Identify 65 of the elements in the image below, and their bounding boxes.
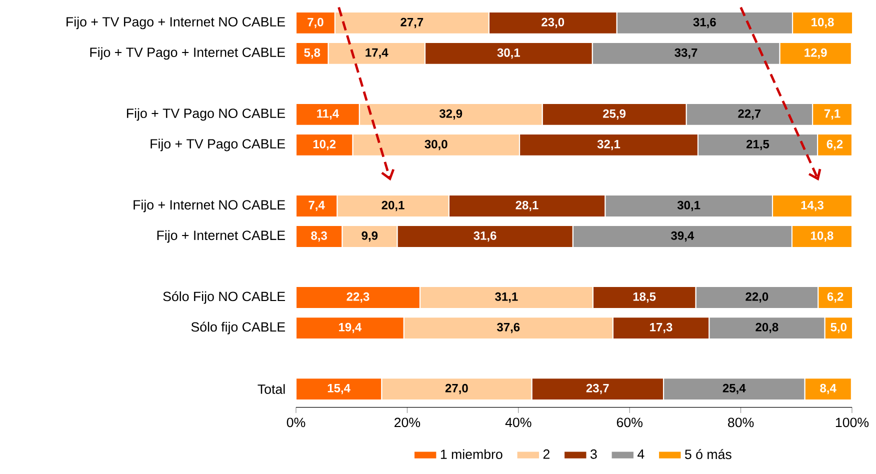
data-label: 7,4 (308, 200, 325, 212)
x-tick-label: 80% (728, 418, 754, 428)
data-label: 27,7 (400, 18, 424, 28)
data-label: 23,7 (586, 384, 609, 394)
legend-label: 5 ó más (685, 449, 732, 460)
data-label: 22,0 (746, 292, 768, 303)
y-tick-label: Fijo + Internet CABLE (157, 230, 286, 243)
data-label: 31,6 (693, 18, 716, 28)
data-label: 31,6 (474, 231, 496, 242)
data-label: 12,9 (804, 48, 827, 59)
data-label: 7,1 (824, 109, 840, 120)
data-label: 10,8 (812, 18, 834, 28)
data-label: 10,8 (811, 231, 834, 242)
legend-label: 1 miembro (440, 449, 502, 460)
legend-label: 4 (638, 449, 644, 459)
data-label: 6,2 (827, 292, 844, 303)
legend-label: 3 (590, 449, 597, 459)
data-label: 17,3 (650, 322, 672, 334)
data-label: 39,4 (671, 231, 694, 242)
y-tick-label: Fijo + TV Pago + Internet CABLE (90, 47, 285, 60)
x-tick-label: 40% (505, 418, 532, 428)
data-label: 25,9 (603, 109, 626, 120)
data-label: 6,2 (826, 140, 843, 150)
data-label: 19,4 (339, 322, 362, 334)
data-label: 10,2 (313, 140, 336, 150)
data-label: 30,1 (677, 200, 700, 212)
data-label: 31,1 (495, 292, 518, 303)
data-label: 28,1 (516, 200, 538, 212)
data-label: 8,4 (820, 384, 836, 394)
data-label: 20,8 (756, 322, 778, 334)
data-label: 15,4 (328, 384, 350, 394)
data-label: 33,7 (674, 48, 698, 59)
y-tick-label: Total (258, 384, 285, 394)
data-label: 8,3 (311, 231, 327, 242)
data-label: 5,8 (304, 48, 320, 59)
data-label: 25,4 (722, 384, 746, 394)
x-tick-label: 0% (286, 418, 306, 428)
x-tick-label: 60% (616, 418, 642, 428)
data-label: 37,6 (496, 322, 520, 334)
data-label: 21,5 (746, 140, 770, 150)
data-label: 30,0 (424, 140, 448, 150)
data-label: 30,1 (497, 48, 520, 59)
y-tick-label: Fijo + TV Pago + Internet NO CABLE (66, 16, 285, 30)
y-tick-label: Sólo fijo CABLE (191, 322, 285, 334)
y-tick-label: Sólo Fijo NO CABLE (163, 291, 286, 304)
data-label: 5,0 (830, 322, 847, 334)
x-tick-label: 20% (394, 418, 420, 428)
y-tick-label: Fijo + TV Pago CABLE (150, 138, 286, 152)
y-tick-label: Fijo + Internet NO CABLE (134, 200, 286, 212)
data-label: 32,9 (439, 109, 462, 120)
data-label: 11,4 (317, 109, 339, 120)
x-tick-label: 100% (836, 418, 869, 428)
data-label: 17,4 (366, 48, 388, 59)
data-label: 20,1 (382, 200, 404, 212)
data-label: 18,5 (633, 292, 656, 303)
data-label: 32,1 (597, 140, 620, 150)
data-label: 27,0 (445, 384, 468, 394)
data-label: 7,0 (308, 18, 324, 28)
y-tick-label: Fijo + TV Pago NO CABLE (126, 108, 286, 121)
data-label: 9,9 (362, 231, 378, 242)
data-label: 22,3 (346, 292, 370, 303)
data-label: 23,0 (542, 18, 564, 28)
legend-label: 2 (543, 449, 550, 459)
data-label: 14,3 (801, 200, 824, 212)
data-label: 22,7 (738, 109, 761, 120)
